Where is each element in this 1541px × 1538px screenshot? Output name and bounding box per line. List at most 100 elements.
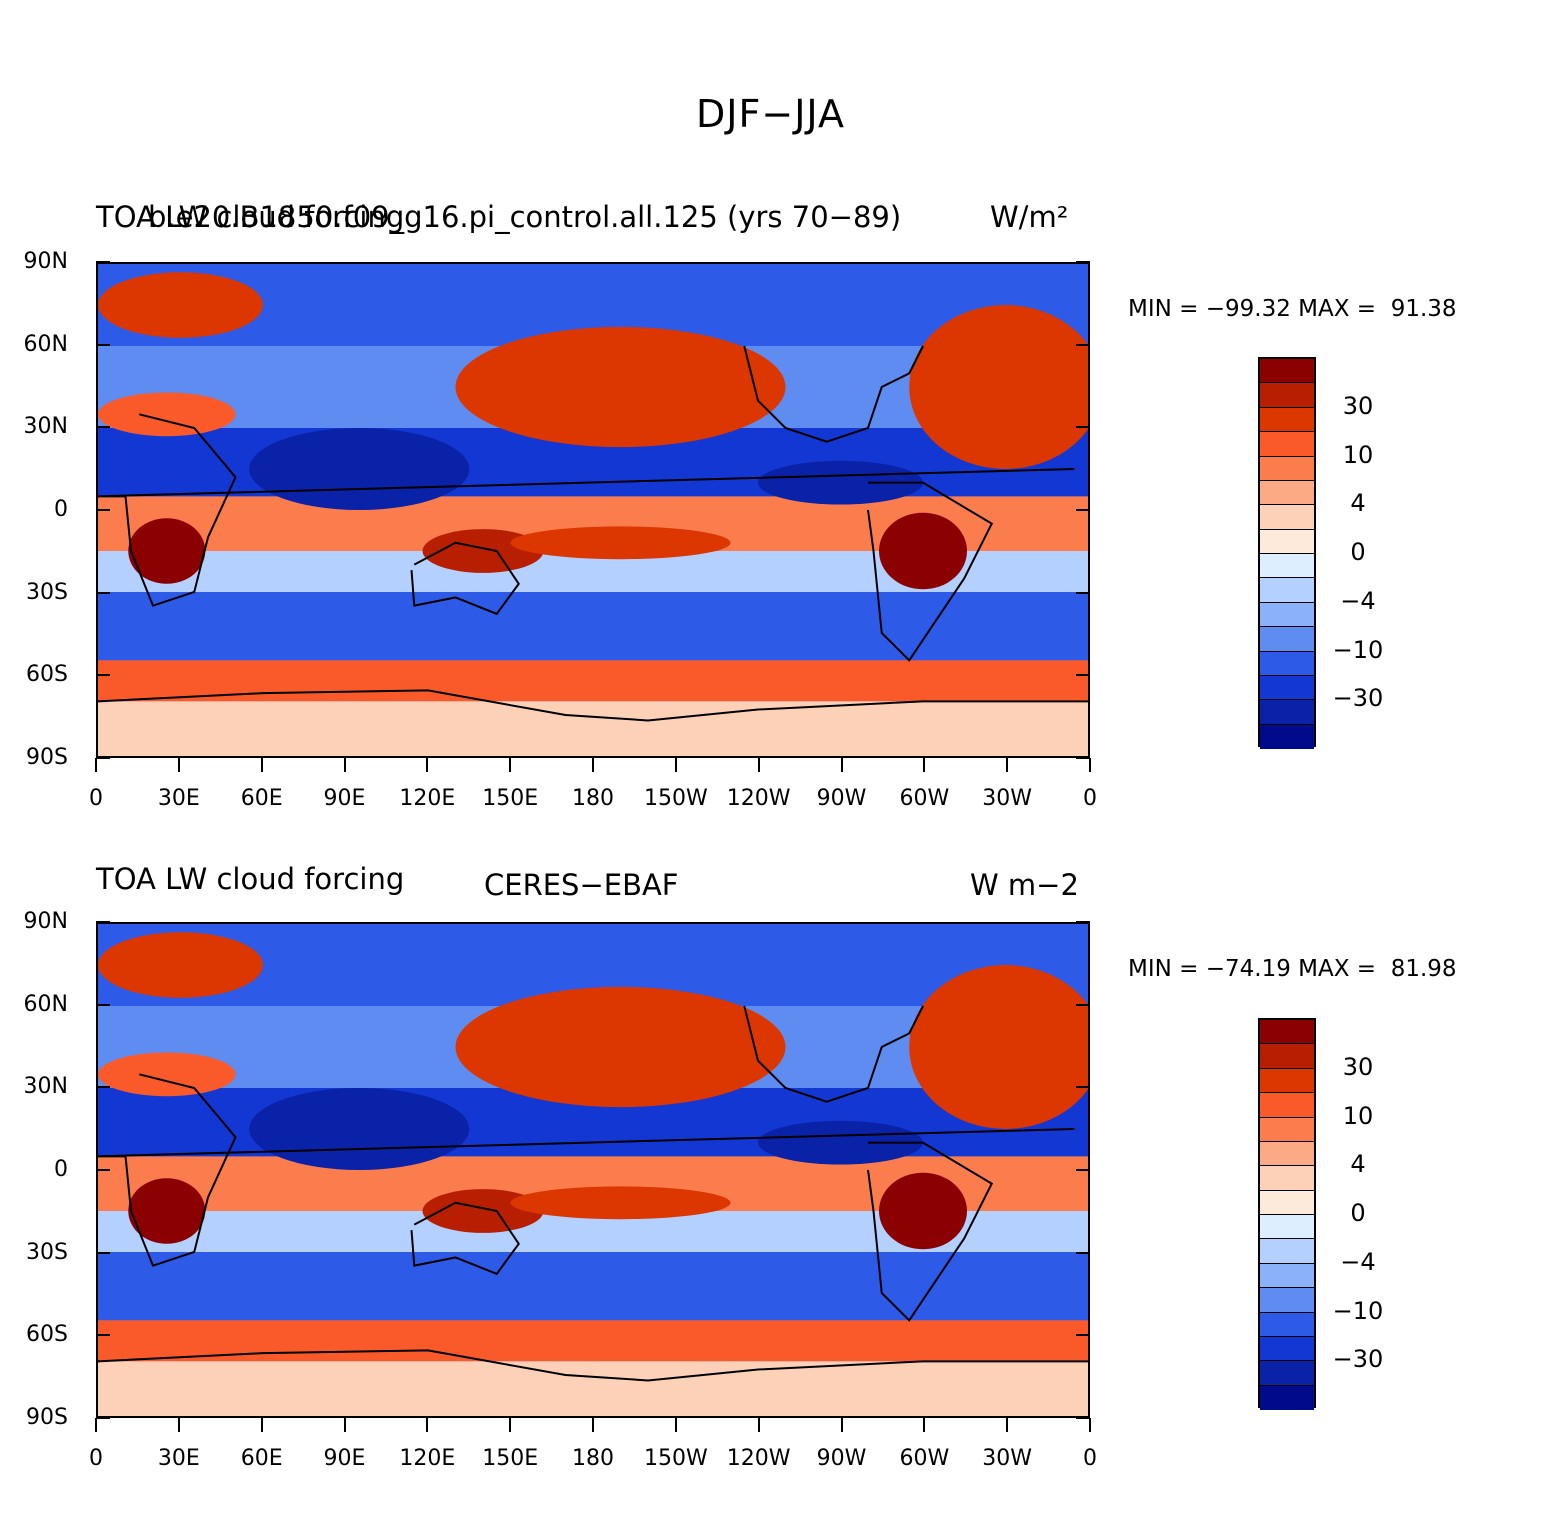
panel-center-title: CERES−EBAF: [484, 868, 679, 902]
x-tick: [509, 1418, 512, 1432]
feature: [758, 1120, 923, 1165]
north-atlantic-feature: [909, 965, 1088, 1129]
y-tick-label: 90N: [23, 909, 68, 934]
x-tick-label: 120W: [726, 786, 791, 811]
y-tick-label: 90S: [26, 1405, 68, 1430]
colorbar-swatch: [1260, 1166, 1314, 1191]
asian-monsoon-feature: [249, 428, 470, 510]
y-tick: [96, 757, 110, 759]
colorbar-swatch: [1260, 1361, 1314, 1386]
map-field: [98, 264, 1088, 756]
x-tick: [840, 758, 843, 772]
y-tick: [1076, 921, 1090, 923]
antarctica-outline: [98, 1349, 1088, 1382]
colorbar-label: 10: [1342, 440, 1374, 469]
x-tick: [923, 758, 926, 772]
x-tick: [1089, 1418, 1091, 1432]
y-tick-label: 60N: [23, 331, 68, 357]
y-tick: [1076, 1169, 1090, 1171]
colorbar-swatch: [1260, 480, 1314, 506]
y-tick: [96, 1003, 110, 1006]
colorbar-swatch: [1260, 456, 1314, 481]
y-tick-label: 90S: [26, 745, 68, 770]
colorbar-swatch: [1260, 1263, 1314, 1289]
x-tick-label: 30W: [982, 786, 1033, 811]
colorbar-swatch: [1260, 651, 1314, 676]
colorbar-swatch: [1260, 1385, 1314, 1410]
y-tick: [96, 261, 110, 263]
panel-left-title: TOA LW cloud forcing: [96, 200, 405, 234]
colorbar-swatch: [1260, 1288, 1314, 1313]
y-tick: [1076, 1251, 1090, 1254]
x-tick-label: 0: [89, 786, 103, 811]
colorbar-label: −10: [1332, 1296, 1384, 1325]
colorbar-label: 0: [1350, 1199, 1366, 1227]
north-america-outline: [743, 345, 924, 443]
feature: [98, 272, 263, 338]
panel-center-title: b.e20.B1850.f09_g16.pi_control.all.125 (…: [148, 200, 902, 234]
x-tick-label: 0: [89, 1446, 103, 1471]
x-tick: [343, 1418, 346, 1432]
south-america-feature: [879, 1172, 967, 1250]
y-tick: [1076, 757, 1090, 759]
colorbar-swatch: [1260, 1215, 1314, 1240]
y-tick: [96, 591, 110, 594]
x-tick: [260, 1418, 263, 1432]
australia-outline: [410, 541, 520, 616]
y-tick-label: 30S: [26, 579, 68, 605]
x-tick: [923, 1418, 926, 1432]
x-tick: [592, 758, 594, 772]
colorbar-swatch: [1260, 1020, 1314, 1045]
x-tick: [1006, 1418, 1009, 1432]
colorbar-swatch: [1260, 602, 1314, 628]
x-tick-label: 90E: [323, 786, 366, 811]
field-band: [98, 592, 1088, 661]
y-tick: [96, 1086, 110, 1089]
y-tick: [1076, 1334, 1090, 1337]
y-tick-label: 60S: [26, 662, 68, 688]
colorbar-swatch: [1260, 1093, 1314, 1118]
x-tick-label: 0: [1083, 1446, 1097, 1471]
y-tick: [1076, 1003, 1090, 1006]
colorbar-swatch: [1260, 1239, 1314, 1264]
colorbar-swatch: [1260, 407, 1314, 433]
africa-feature: [128, 1178, 206, 1244]
x-tick: [509, 758, 512, 772]
feature: [98, 1052, 236, 1097]
north-pacific-feature: [455, 986, 786, 1108]
x-tick-label: 150E: [482, 786, 539, 811]
colorbar: [1258, 357, 1316, 749]
x-tick: [840, 1418, 843, 1432]
y-tick-label: 30N: [23, 1074, 68, 1100]
north-america-outline: [743, 1005, 924, 1103]
x-tick: [177, 758, 180, 772]
australia-outline: [410, 1201, 520, 1276]
north-pacific-feature: [455, 326, 786, 448]
asian-monsoon-feature: [249, 1088, 470, 1170]
x-tick: [95, 1418, 97, 1432]
panel-units: W/m²: [990, 200, 1069, 234]
x-tick-label: 30W: [982, 1446, 1033, 1471]
colorbar: [1258, 1018, 1316, 1410]
x-tick-label: 120E: [399, 786, 456, 811]
x-tick: [674, 1418, 677, 1432]
x-tick: [95, 758, 97, 772]
y-tick: [96, 1334, 110, 1337]
field-band: [98, 660, 1088, 702]
colorbar-swatch: [1260, 578, 1314, 603]
colorbar-swatch: [1260, 1141, 1314, 1167]
x-tick: [674, 758, 677, 772]
x-tick-label: 90E: [323, 1446, 366, 1471]
feature: [758, 460, 923, 505]
colorbar-swatch: [1260, 1044, 1314, 1069]
map-field: [98, 924, 1088, 1416]
colorbar-label: −10: [1332, 635, 1384, 664]
africa-outline: [98, 413, 1075, 607]
colorbar-label: −30: [1332, 1345, 1384, 1374]
panel-stats: MIN = −99.32 MAX = 91.38: [1128, 296, 1457, 322]
y-tick: [1076, 674, 1090, 677]
colorbar-label: 4: [1350, 489, 1366, 518]
spcz-feature: [510, 526, 731, 560]
figure-title: DJF−JJA: [696, 92, 845, 136]
field-band: [98, 701, 1088, 756]
